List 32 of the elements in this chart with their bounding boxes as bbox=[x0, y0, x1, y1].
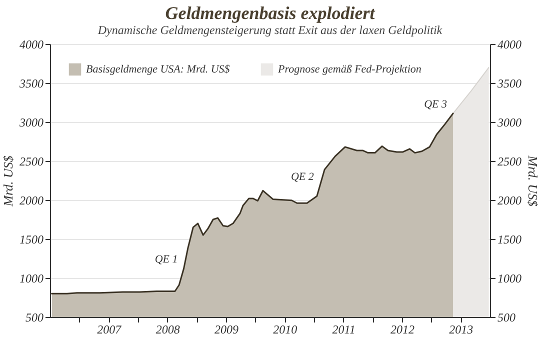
y-tick-label: 2500 bbox=[20, 154, 44, 168]
y2-tick-label: 1500 bbox=[498, 232, 522, 246]
x-tick-label: 2008 bbox=[156, 322, 180, 336]
annotation: QE 3 bbox=[424, 98, 448, 110]
annotation: QE 2 bbox=[290, 170, 314, 183]
legend-label: Basisgeldmenge USA: Mrd. US$ bbox=[86, 63, 230, 76]
x-tick-label: 2009 bbox=[214, 322, 238, 336]
y2-axis-title: Mrd. US$ bbox=[526, 154, 540, 207]
y-tick-label: 1000 bbox=[20, 272, 44, 286]
legend-label: Prognose gemäß Fed-Projektion bbox=[277, 63, 422, 76]
y-tick-label: 3500 bbox=[18, 76, 44, 90]
x-tick-label: 2013 bbox=[449, 322, 474, 336]
y2-tick-label: 4000 bbox=[498, 38, 522, 52]
y-axis-title: Mrd. US$ bbox=[0, 155, 16, 208]
x-tick-label: 2010 bbox=[273, 322, 298, 336]
y2-tick-label: 1000 bbox=[498, 272, 522, 286]
y-tick-label: 2000 bbox=[20, 194, 44, 208]
chart-subtitle: Dynamische Geldmengensteigerung statt Exit aus der laxen Geldpolitik bbox=[96, 23, 443, 37]
y-tick-label: 4000 bbox=[20, 38, 44, 52]
y-tick-label: 1500 bbox=[20, 232, 44, 246]
y2-tick-label: 500 bbox=[498, 310, 516, 324]
annotation: QE 1 bbox=[154, 254, 178, 266]
chart-title: Geldmengenbasis explodiert bbox=[165, 3, 376, 23]
y2-tick-label: 2000 bbox=[498, 194, 522, 208]
x-tick-label: 2011 bbox=[332, 322, 356, 336]
x-tick-label: 2007 bbox=[97, 322, 122, 336]
y-tick-label: 500 bbox=[26, 310, 44, 324]
y2-tick-label: 3000 bbox=[496, 116, 522, 130]
y-tick-label: 3000 bbox=[18, 116, 44, 130]
x-tick-label: 2012 bbox=[390, 322, 414, 336]
y2-tick-label: 2500 bbox=[498, 154, 522, 168]
y2-tick-label: 3500 bbox=[496, 76, 522, 90]
